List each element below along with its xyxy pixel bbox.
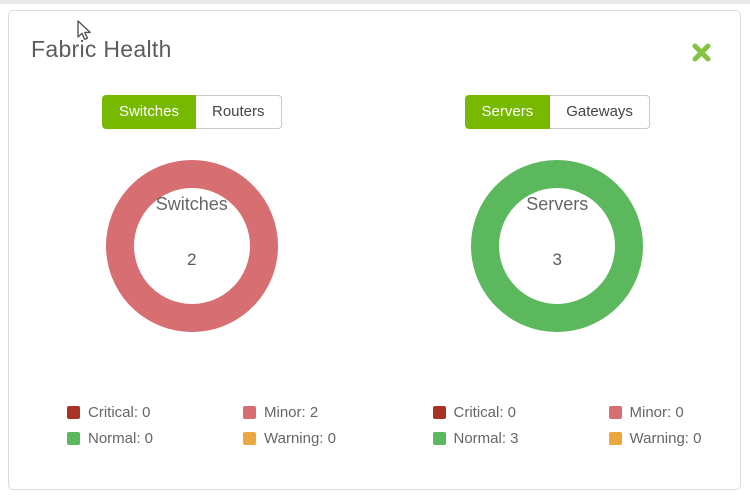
servers-donut-label: Servers bbox=[526, 194, 589, 214]
minor-swatch-icon bbox=[608, 406, 622, 419]
close-icon bbox=[692, 43, 711, 62]
fabric-health-dialog: Fabric Health Switches Routers Switches … bbox=[8, 10, 741, 490]
minor-swatch-icon bbox=[243, 406, 256, 419]
switches-panel: Switches Routers Switches 2 Critical: 0 bbox=[9, 95, 375, 447]
legend-item-critical: Critical: 0 bbox=[67, 404, 243, 421]
servers-donut-value: 3 bbox=[552, 250, 562, 269]
dialog-header: Fabric Health bbox=[9, 11, 740, 67]
legend-item-critical: Critical: 0 bbox=[432, 404, 609, 421]
toggle-switches[interactable]: Switches bbox=[101, 95, 196, 129]
critical-swatch-icon bbox=[67, 406, 80, 419]
servers-legend: Critical: 0 Minor: 0 Normal: 3 bbox=[375, 404, 750, 447]
legend-item-minor: Minor: 0 bbox=[608, 404, 750, 421]
switches-donut-ring bbox=[105, 160, 278, 332]
legend-text: Critical: 0 bbox=[88, 404, 151, 421]
normal-swatch-icon bbox=[67, 432, 80, 445]
servers-panel: Servers Gateways Servers 3 Critical: 0 bbox=[375, 95, 741, 447]
legend-text: Normal: 3 bbox=[453, 430, 519, 447]
legend-item-normal: Normal: 0 bbox=[67, 430, 243, 447]
warning-swatch-icon bbox=[608, 432, 622, 445]
normal-swatch-icon bbox=[432, 432, 446, 445]
legend-text: Normal: 0 bbox=[88, 430, 154, 447]
servers-donut-ring bbox=[471, 160, 644, 332]
page-title: Fabric Health bbox=[31, 36, 172, 62]
toggle-gateways[interactable]: Gateways bbox=[550, 95, 650, 129]
critical-swatch-icon bbox=[432, 406, 446, 419]
switches-donut-label: Switches bbox=[155, 194, 228, 214]
legend-item-normal: Normal: 3 bbox=[432, 430, 609, 447]
switches-donut-svg bbox=[105, 160, 278, 332]
switches-donut-chart: Switches 2 bbox=[105, 160, 278, 332]
switches-legend: Critical: 0 Minor: 2 Normal: 0 bbox=[9, 404, 419, 447]
toggle-routers[interactable]: Routers bbox=[196, 95, 282, 129]
switches-routers-toggle: Switches Routers bbox=[101, 95, 282, 129]
legend-item-minor: Minor: 2 bbox=[243, 404, 419, 421]
legend-text: Warning: 0 bbox=[629, 430, 702, 447]
legend-text: Critical: 0 bbox=[453, 404, 517, 421]
servers-donut-chart: Servers 3 bbox=[471, 160, 644, 332]
legend-text: Warning: 0 bbox=[264, 430, 336, 447]
switches-donut-value: 2 bbox=[187, 250, 197, 269]
servers-donut-svg bbox=[471, 160, 644, 332]
legend-item-warning: Warning: 0 bbox=[608, 430, 750, 447]
close-button[interactable] bbox=[687, 38, 716, 67]
legend-text: Minor: 2 bbox=[264, 404, 319, 421]
toggle-servers[interactable]: Servers bbox=[464, 95, 551, 129]
legend-text: Minor: 0 bbox=[629, 404, 684, 421]
legend-item-warning: Warning: 0 bbox=[243, 430, 419, 447]
page-top-strip bbox=[0, 0, 750, 4]
panels-row: Switches Routers Switches 2 Critical: 0 bbox=[9, 95, 740, 447]
servers-gateways-toggle: Servers Gateways bbox=[464, 95, 650, 129]
warning-swatch-icon bbox=[243, 432, 256, 445]
